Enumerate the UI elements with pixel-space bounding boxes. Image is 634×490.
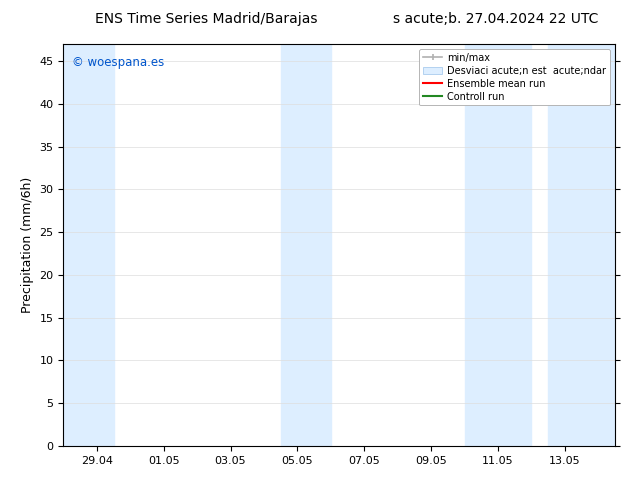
Bar: [281, 44, 331, 446]
Legend: min/max, Desviaci acute;n est  acute;ndar, Ensemble mean run, Controll run: min/max, Desviaci acute;n est acute;ndar…: [419, 49, 610, 105]
Text: © woespana.es: © woespana.es: [72, 56, 164, 69]
Bar: [465, 44, 531, 446]
Y-axis label: Precipitation (mm/6h): Precipitation (mm/6h): [21, 177, 34, 313]
Bar: [548, 44, 615, 446]
Text: ENS Time Series Madrid/Barajas: ENS Time Series Madrid/Barajas: [95, 12, 318, 26]
Bar: [63, 44, 113, 446]
Text: s acute;b. 27.04.2024 22 UTC: s acute;b. 27.04.2024 22 UTC: [393, 12, 598, 26]
